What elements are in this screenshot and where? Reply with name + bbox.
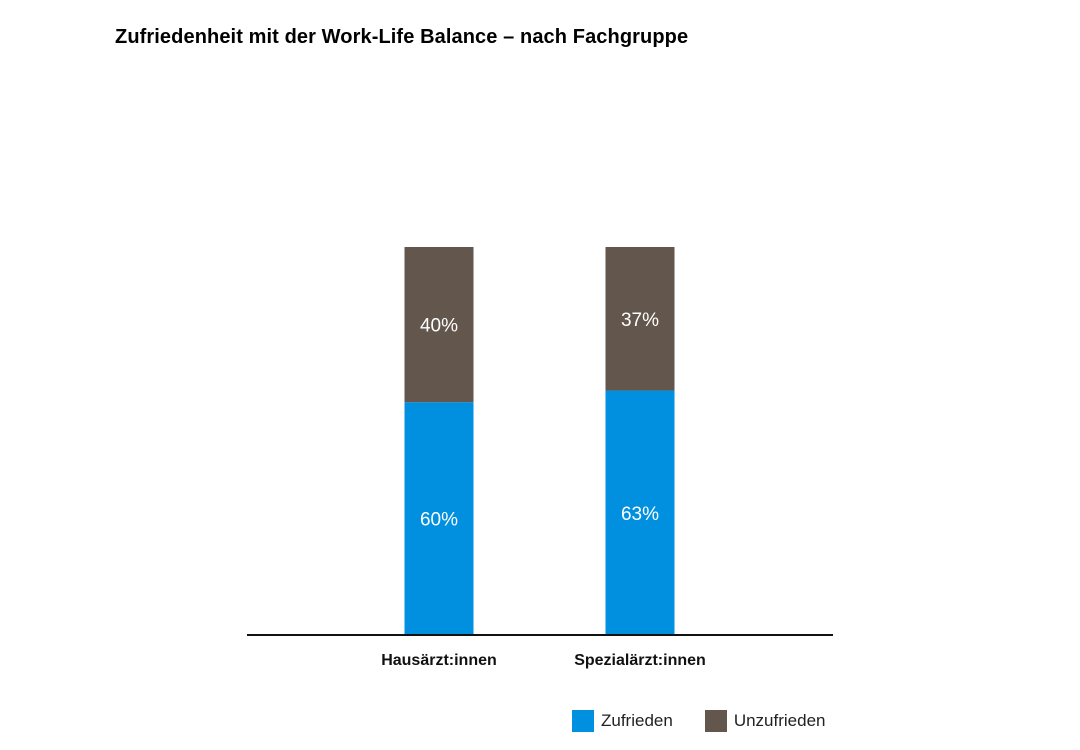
bars-group bbox=[404, 247, 675, 635]
data-label-spezialaerzt-unzufrieden: 37% bbox=[621, 310, 659, 331]
bar-spezialaerzt-unzufrieden bbox=[605, 247, 675, 391]
bar-hausaerzt-zufrieden bbox=[404, 402, 474, 635]
legend-item-zufrieden: Zufrieden bbox=[572, 710, 673, 732]
legend-label-unzufrieden: Unzufrieden bbox=[733, 711, 826, 730]
bar-hausaerzt-unzufrieden bbox=[404, 247, 474, 403]
legend: Zufrieden Unzufrieden bbox=[572, 710, 826, 732]
bar-labels-group: 60% 40% 63% 37% bbox=[420, 310, 659, 531]
data-label-hausaerzt-unzufrieden: 40% bbox=[420, 316, 458, 337]
x-tick-label-hausaerzt: Hausärzt:innen bbox=[381, 652, 497, 669]
bar-spezialaerzt-zufrieden bbox=[605, 390, 675, 635]
x-tick-labels-group: Hausärzt:innen Spezialärzt:innen bbox=[381, 652, 706, 669]
legend-item-unzufrieden: Unzufrieden bbox=[704, 710, 826, 732]
data-label-spezialaerzt-zufrieden: 63% bbox=[621, 504, 659, 525]
legend-swatch-unzufrieden bbox=[704, 710, 727, 732]
legend-label-zufrieden: Zufrieden bbox=[601, 711, 673, 730]
legend-swatch-zufrieden bbox=[572, 710, 594, 732]
x-tick-label-spezialaerzt: Spezialärzt:innen bbox=[574, 652, 706, 669]
data-label-hausaerzt-zufrieden: 60% bbox=[420, 510, 458, 531]
chart-title: Zufriedenheit mit der Work-Life Balance … bbox=[115, 26, 689, 48]
